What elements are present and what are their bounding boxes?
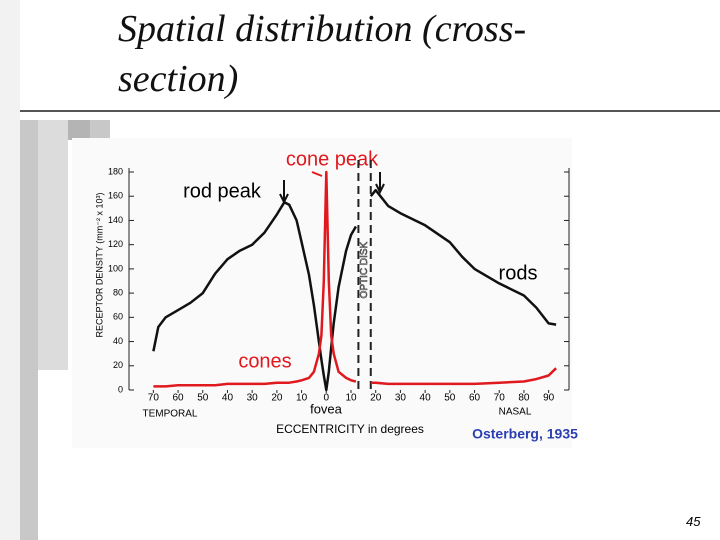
series-line bbox=[153, 170, 557, 388]
x-tick-label: 70 bbox=[494, 393, 506, 404]
annotation: NASAL bbox=[499, 407, 532, 418]
page-number: 45 bbox=[686, 514, 701, 529]
y-tick-label: 140 bbox=[108, 215, 123, 225]
annotation: fovea bbox=[310, 401, 343, 416]
source: Osterberg, 1935 bbox=[472, 426, 578, 442]
y-tick-label: 80 bbox=[113, 287, 123, 297]
y-tick-label: 0 bbox=[118, 384, 123, 394]
annotation: cone peak bbox=[286, 148, 379, 170]
x-tick-label: 30 bbox=[247, 393, 259, 404]
x-tick-label: 70 bbox=[148, 393, 160, 404]
x-tick-label: 50 bbox=[444, 393, 456, 404]
y-tick-label: 160 bbox=[108, 191, 123, 201]
y-tick-label: 40 bbox=[113, 336, 123, 346]
x-tick-label: 10 bbox=[345, 393, 357, 404]
x-tick-label: 60 bbox=[469, 393, 481, 404]
x-tick-label: 80 bbox=[518, 393, 530, 404]
x-tick-label: 60 bbox=[172, 393, 184, 404]
x-tick-label: 10 bbox=[296, 393, 308, 404]
x-tick-label: 0 bbox=[324, 393, 330, 404]
x-tick-label: 40 bbox=[222, 393, 234, 404]
x-tick-label: 20 bbox=[271, 393, 283, 404]
y-tick-label: 100 bbox=[108, 263, 123, 273]
x-axis-label: ECCENTRICITY in degrees bbox=[276, 422, 424, 436]
x-tick-label: 50 bbox=[197, 393, 209, 404]
y-tick-label: 120 bbox=[108, 239, 123, 249]
annotation: TEMPORAL bbox=[142, 409, 197, 420]
y-axis-label: RECEPTOR DENSITY (mm⁻² x 10³) bbox=[94, 193, 104, 338]
x-tick-label: 30 bbox=[395, 393, 407, 404]
x-tick-label: 20 bbox=[370, 393, 382, 404]
annotation: rod peak bbox=[183, 180, 262, 202]
y-tick-label: 60 bbox=[113, 312, 123, 322]
optic-disk-label: OPTIC DISK bbox=[359, 241, 370, 298]
x-tick-label: 90 bbox=[543, 393, 555, 404]
y-tick-label: 180 bbox=[108, 166, 123, 176]
annotation: cones bbox=[238, 350, 291, 372]
y-tick-label: 20 bbox=[113, 360, 123, 370]
slide-title: Spatial distribution (cross-section) bbox=[118, 8, 527, 100]
x-tick-label: 40 bbox=[420, 393, 432, 404]
annotation: rods bbox=[499, 262, 538, 284]
